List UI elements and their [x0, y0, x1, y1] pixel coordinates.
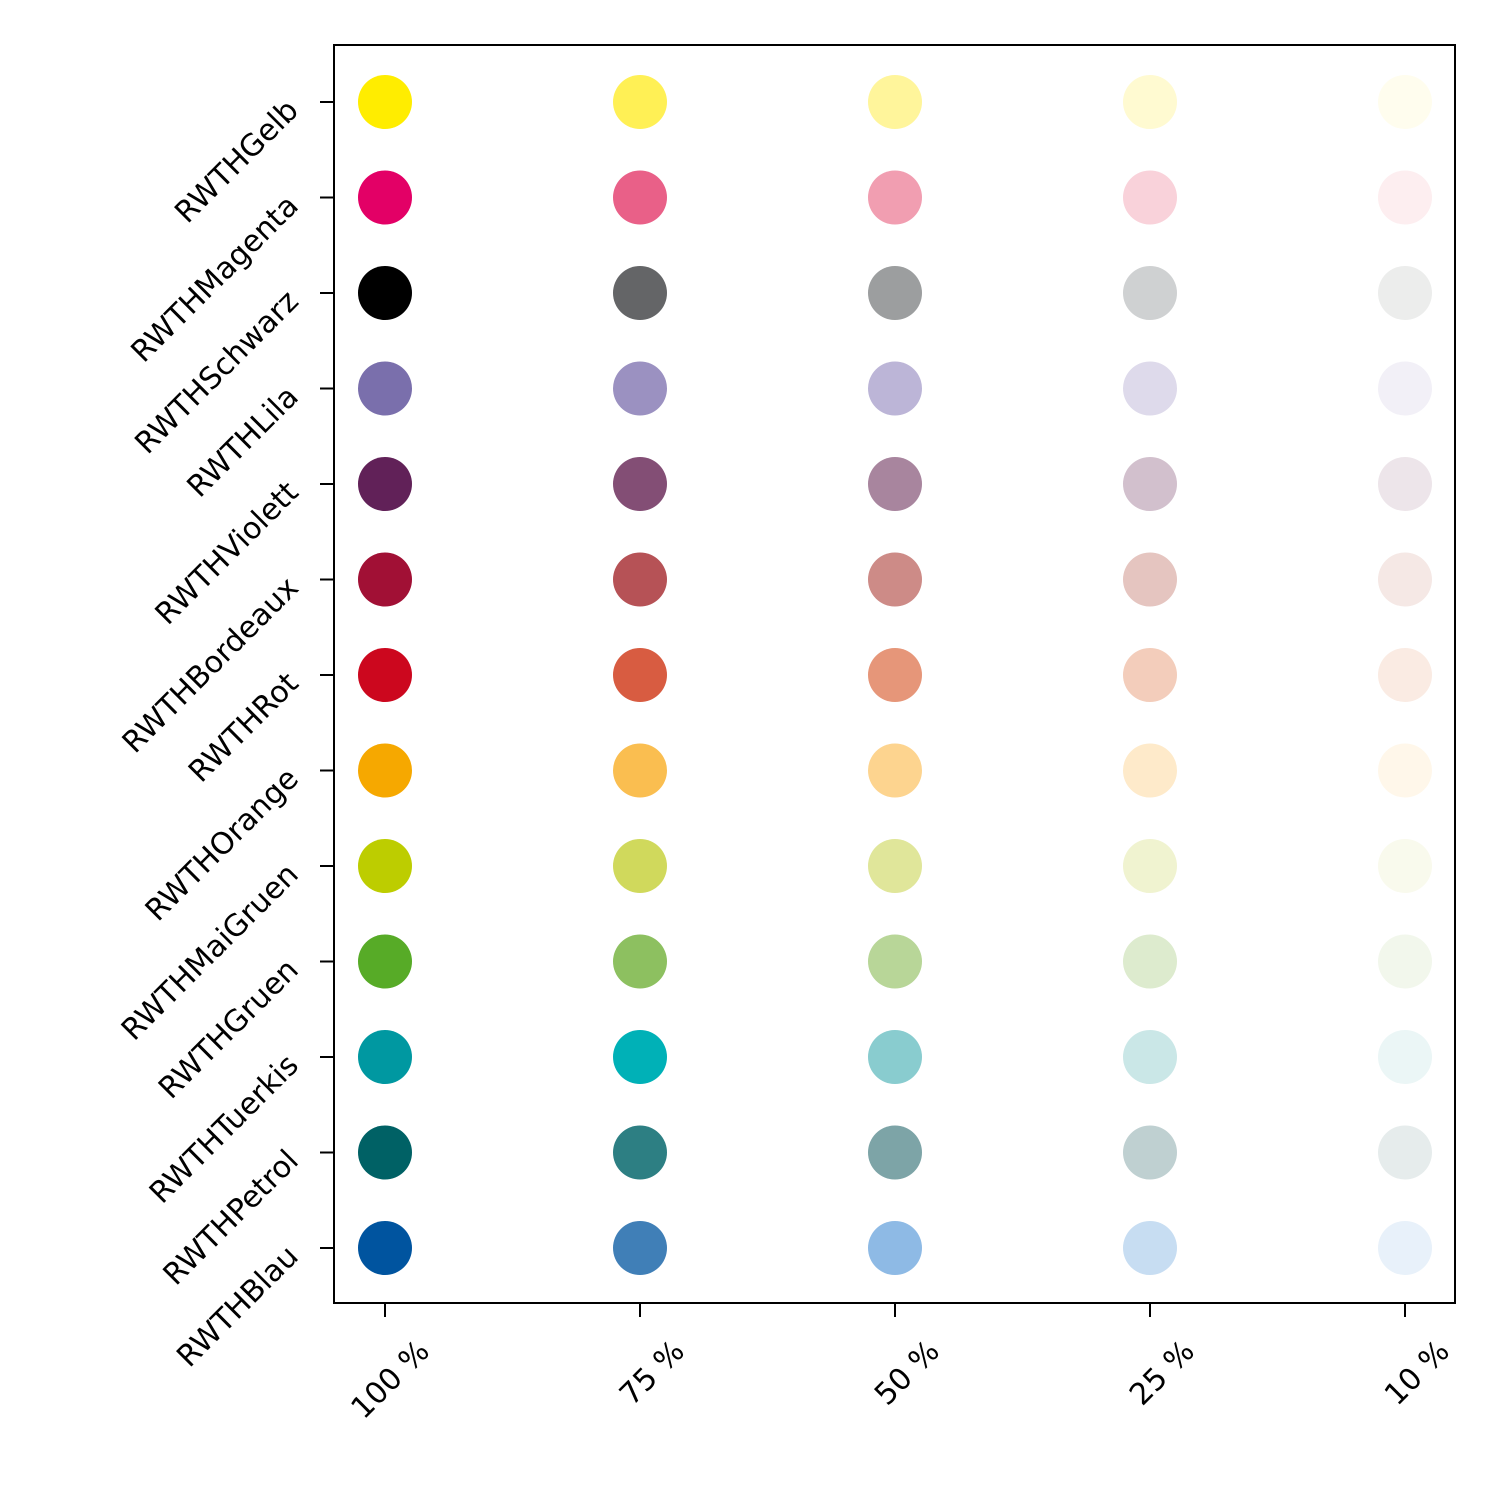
swatch-dot-rwthblau-100 — [358, 1221, 412, 1275]
swatch-dot-rwthgelb-75 — [613, 75, 667, 129]
swatch-dot-rwthbordeaux-25 — [1123, 552, 1177, 607]
swatch-dot-rwthblau-50 — [868, 1221, 922, 1275]
swatch-dot-rwthbordeaux-100 — [358, 552, 412, 607]
swatch-dot-rwthgelb-10 — [1378, 75, 1432, 129]
swatch-dot-rwthtuerkis-25 — [1123, 1030, 1177, 1084]
swatch-dot-rwthmaigruen-100 — [358, 839, 412, 893]
swatch-dot-rwthbordeaux-75 — [613, 552, 667, 607]
swatch-dot-rwthrot-10 — [1378, 648, 1432, 702]
swatch-dot-rwthgelb-50 — [868, 75, 922, 129]
swatch-dot-rwthgruen-50 — [868, 934, 922, 989]
swatch-dot-rwthgruen-25 — [1123, 934, 1177, 989]
swatch-dot-rwthorange-10 — [1378, 743, 1432, 798]
swatch-dot-rwthrot-25 — [1123, 648, 1177, 702]
swatch-dot-rwthviolett-100 — [358, 457, 412, 511]
swatch-dot-rwthgruen-10 — [1378, 934, 1432, 989]
swatch-dot-rwthpetrol-50 — [868, 1125, 922, 1180]
swatch-dot-rwthtuerkis-100 — [358, 1030, 412, 1084]
swatch-dot-rwthmaigruen-25 — [1123, 839, 1177, 893]
swatch-dot-rwthorange-50 — [868, 743, 922, 798]
swatch-dot-rwthpetrol-100 — [358, 1125, 412, 1180]
swatch-dot-rwthlila-25 — [1123, 361, 1177, 416]
swatch-dot-rwthmagenta-50 — [868, 170, 922, 225]
swatch-dot-rwthschwarz-10 — [1378, 266, 1432, 320]
swatch-dot-rwthpetrol-75 — [613, 1125, 667, 1180]
swatch-dot-rwthmagenta-100 — [358, 170, 412, 225]
swatch-dot-rwthmagenta-75 — [613, 170, 667, 225]
swatch-dot-rwthtuerkis-50 — [868, 1030, 922, 1084]
swatch-dot-rwthmagenta-25 — [1123, 170, 1177, 225]
swatch-dot-rwthschwarz-100 — [358, 266, 412, 320]
swatch-dot-rwthgruen-100 — [358, 934, 412, 989]
swatch-dot-rwthviolett-25 — [1123, 457, 1177, 511]
swatch-dot-rwthviolett-50 — [868, 457, 922, 511]
swatch-dot-rwthviolett-10 — [1378, 457, 1432, 511]
swatch-dot-rwthblau-25 — [1123, 1221, 1177, 1275]
swatch-dot-rwthgelb-100 — [358, 75, 412, 129]
swatch-dot-rwthrot-100 — [358, 648, 412, 702]
swatch-dot-rwthtuerkis-75 — [613, 1030, 667, 1084]
swatch-dot-rwthlila-50 — [868, 361, 922, 416]
axis-ticks — [320, 101, 1406, 1317]
swatch-dot-rwthschwarz-75 — [613, 266, 667, 320]
swatch-dot-rwthviolett-75 — [613, 457, 667, 511]
swatch-dot-rwthmagenta-10 — [1378, 170, 1432, 225]
swatch-dot-rwthlila-100 — [358, 361, 412, 416]
swatch-dot-rwthgelb-25 — [1123, 75, 1177, 129]
swatch-dot-rwthrot-50 — [868, 648, 922, 702]
swatch-dot-rwthblau-10 — [1378, 1221, 1432, 1275]
swatch-dot-rwthlila-75 — [613, 361, 667, 416]
swatch-dot-rwthorange-25 — [1123, 743, 1177, 798]
swatch-dot-rwthorange-75 — [613, 743, 667, 798]
swatch-dot-rwthbordeaux-10 — [1378, 552, 1432, 607]
swatch-dot-rwthblau-75 — [613, 1221, 667, 1275]
swatch-dot-rwthtuerkis-10 — [1378, 1030, 1432, 1084]
swatch-dot-rwthmaigruen-10 — [1378, 839, 1432, 893]
swatch-dot-rwthschwarz-25 — [1123, 266, 1177, 320]
swatch-dot-rwthlila-10 — [1378, 361, 1432, 416]
swatch-dot-rwthgruen-75 — [613, 934, 667, 989]
swatch-dot-rwthpetrol-25 — [1123, 1125, 1177, 1180]
swatch-dot-rwthpetrol-10 — [1378, 1125, 1432, 1180]
plot-frame — [333, 44, 1456, 1304]
swatch-dot-rwthrot-75 — [613, 648, 667, 702]
dot-marks — [358, 75, 1432, 1275]
swatch-dot-rwthmaigruen-50 — [868, 839, 922, 893]
swatch-dot-rwthmaigruen-75 — [613, 839, 667, 893]
swatch-dot-rwthorange-100 — [358, 743, 412, 798]
swatch-dot-rwthbordeaux-50 — [868, 552, 922, 607]
swatch-dot-rwthschwarz-50 — [868, 266, 922, 320]
